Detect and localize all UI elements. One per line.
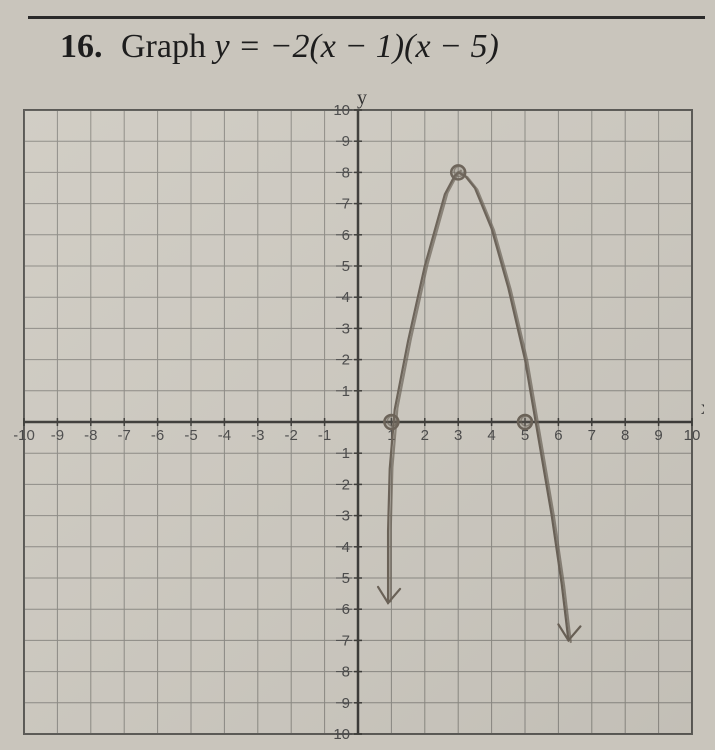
svg-text:6: 6 [554,427,562,444]
top-rule [28,16,705,19]
svg-text:7: 7 [588,427,596,444]
problem-prompt: 16. Graph y = −2(x − 1)(x − 5) [60,28,705,66]
svg-text:4: 4 [487,427,495,444]
svg-text:-8: -8 [84,427,97,444]
problem-number: 16. [60,28,103,65]
svg-text:-3: -3 [251,427,264,444]
svg-text:2: 2 [421,427,429,444]
svg-text:8: 8 [621,427,629,444]
problem-verb: Graph [121,28,206,65]
problem-equation: y = −2(x − 1)(x − 5) [214,28,498,65]
svg-text:y: y [357,87,367,109]
svg-text:-7: -7 [118,427,131,444]
svg-text:-1: -1 [318,427,331,444]
svg-text:-10: -10 [14,427,35,444]
graph-svg: -10-9-8-7-6-5-4-3-2-11234567891010987654… [14,84,704,744]
svg-text:9: 9 [654,427,662,444]
graph-area: -10-9-8-7-6-5-4-3-2-11234567891010987654… [14,84,704,744]
svg-text:-2: -2 [285,427,298,444]
svg-text:x: x [701,397,704,419]
svg-text:-5: -5 [184,427,197,444]
svg-text:3: 3 [454,427,462,444]
svg-text:-6: -6 [151,427,164,444]
svg-text:10: 10 [684,427,701,444]
svg-text:7: 7 [342,196,350,213]
svg-text:-9: -9 [51,427,64,444]
svg-text:4: 4 [342,289,350,306]
svg-text:-4: -4 [218,427,231,444]
